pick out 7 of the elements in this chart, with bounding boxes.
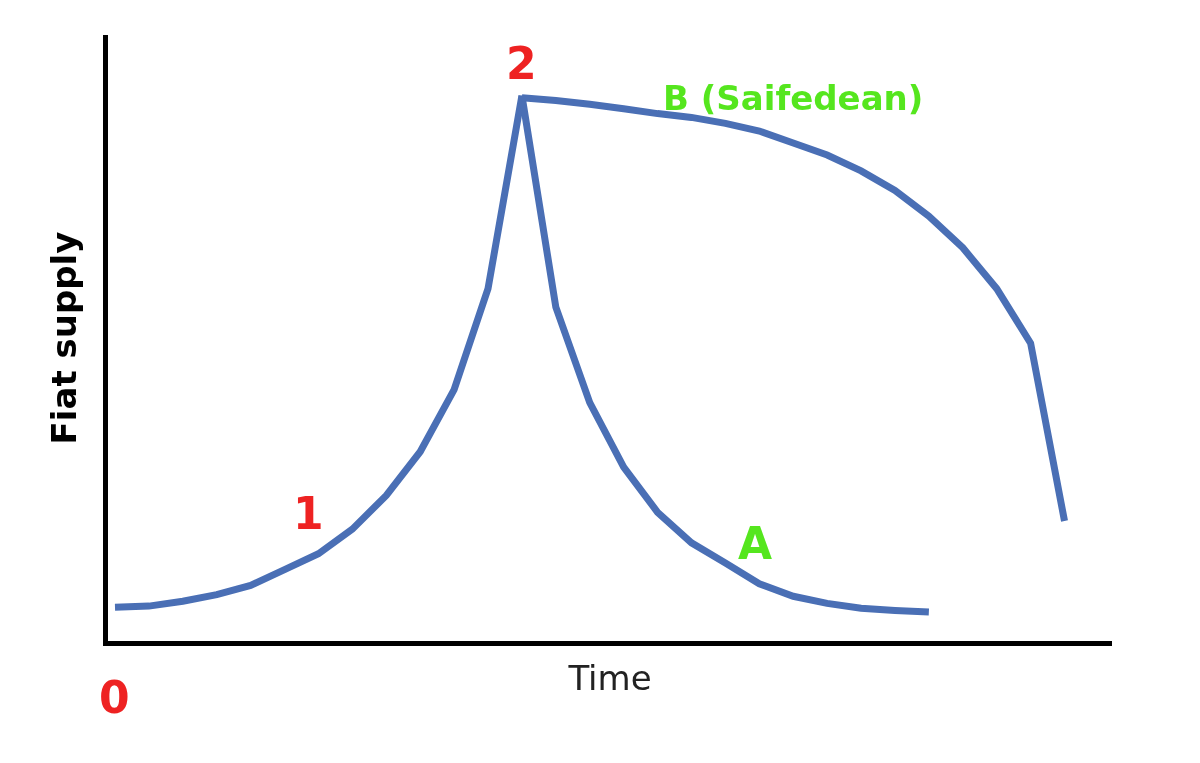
x-axis-title: Time [567, 657, 652, 698]
text: 0 [99, 672, 130, 723]
text: 2 [506, 38, 537, 89]
series-label: B (Saifedean) [663, 78, 924, 118]
series-label: A [738, 518, 773, 569]
series-label: 1 [293, 488, 324, 539]
y-axis-title: Fiat supply [43, 231, 84, 445]
